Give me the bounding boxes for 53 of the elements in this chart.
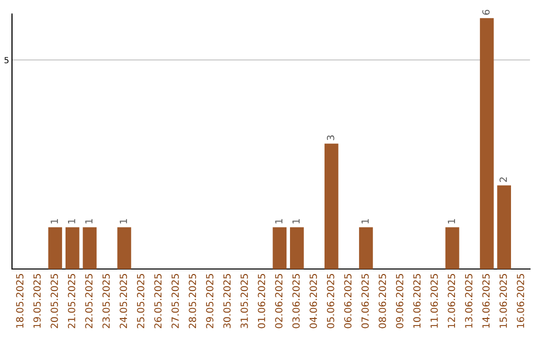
data-label: 1: [120, 219, 127, 224]
x-tick-label: 02.06.2025: [275, 274, 282, 328]
x-tick-label: 31.05.2025: [240, 274, 248, 328]
x-tick-label: 08.06.2025: [378, 274, 386, 328]
x-tick-label: 01.06.2025: [258, 274, 266, 328]
x-tick-label: 19.05.2025: [33, 274, 41, 328]
data-label: 1: [85, 219, 92, 224]
x-tick-label: 30.05.2025: [223, 274, 231, 328]
x-tick-label: 03.06.2025: [292, 274, 300, 328]
x-tick-label: 07.06.2025: [361, 274, 369, 328]
bar: [359, 227, 373, 269]
x-tick-label: 21.05.2025: [68, 274, 76, 328]
x-tick-label: 16.06.2025: [516, 274, 524, 328]
bar: [82, 227, 97, 269]
bar: [117, 227, 132, 269]
bar: [497, 185, 512, 269]
bar: [66, 227, 80, 269]
data-label: 1: [292, 219, 300, 224]
data-label: 1: [275, 219, 282, 224]
x-tick-label: 29.05.2025: [206, 274, 214, 328]
x-tick-label: 26.05.2025: [154, 274, 162, 328]
y-tick-label: 5: [4, 57, 8, 64]
x-tick-label: 18.05.2025: [16, 274, 24, 328]
data-label: 3: [326, 135, 334, 140]
x-tick-label: 20.05.2025: [50, 274, 58, 328]
x-tick-label: 05.06.2025: [326, 274, 334, 328]
bar: [48, 227, 62, 269]
x-tick-label: 04.06.2025: [310, 274, 317, 328]
x-tick-label: 13.06.2025: [465, 274, 472, 328]
data-label: 1: [448, 219, 455, 224]
x-tick-label: 23.05.2025: [102, 274, 110, 328]
x-tick-label: 15.06.2025: [500, 274, 507, 328]
data-label: 1: [68, 219, 76, 224]
bar: [290, 227, 304, 269]
x-tick-label: 27.05.2025: [172, 274, 179, 328]
x-tick-label: 22.05.2025: [85, 274, 93, 328]
x-tick-label: 28.05.2025: [188, 274, 196, 328]
bar: [480, 18, 494, 269]
x-tick-label: 25.05.2025: [136, 274, 144, 328]
x-tick-label: 11.06.2025: [430, 274, 438, 328]
data-label: 6: [482, 10, 490, 15]
data-label: 1: [362, 219, 369, 224]
x-tick-label: 10.06.2025: [413, 274, 421, 328]
x-tick-label: 06.06.2025: [344, 274, 352, 328]
data-label: 2: [500, 177, 507, 182]
bar: [445, 227, 460, 269]
x-tick-label: 12.06.2025: [448, 274, 456, 328]
x-tick-label: 24.05.2025: [120, 274, 128, 328]
bar: [272, 227, 287, 269]
bar: [324, 144, 338, 269]
data-label: 1: [50, 219, 58, 224]
x-tick-label: 09.06.2025: [396, 274, 404, 328]
x-tick-label: 14.06.2025: [482, 274, 490, 328]
